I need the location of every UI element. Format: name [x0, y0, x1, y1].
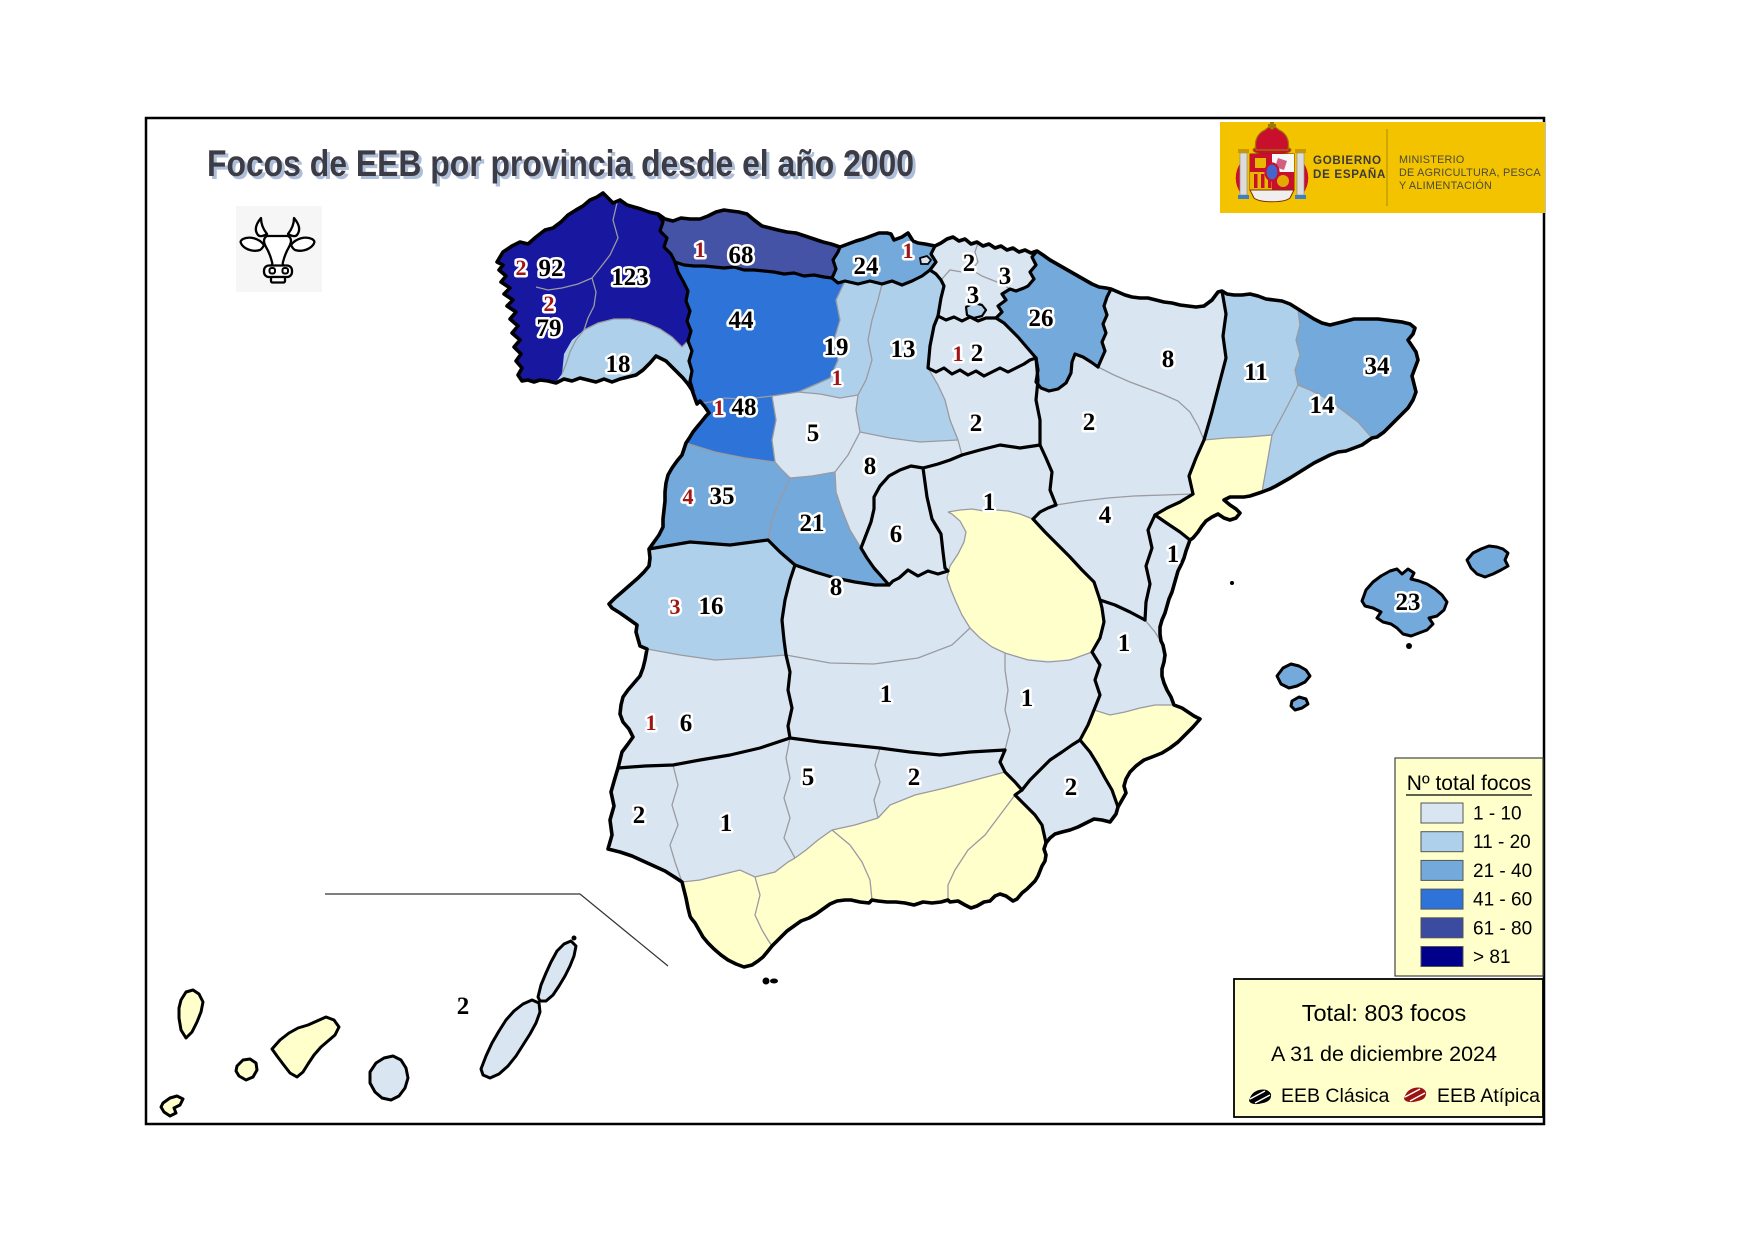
svg-text:1: 1 [953, 341, 964, 366]
svg-text:11: 11 [1244, 359, 1268, 386]
svg-text:1: 1 [714, 395, 725, 420]
svg-text:18: 18 [606, 351, 631, 378]
svg-text:Focos de EEB por provincia des: Focos de EEB por provincia desde el año … [210, 146, 917, 187]
svg-text:1: 1 [1167, 541, 1180, 568]
svg-text:EEB Atípica: EEB Atípica [1437, 1085, 1540, 1107]
svg-text:13: 13 [891, 336, 916, 363]
svg-text:1: 1 [720, 810, 733, 837]
svg-text:5: 5 [802, 764, 815, 791]
svg-text:24: 24 [854, 253, 880, 280]
svg-text:A 31 de diciembre 2024: A 31 de diciembre 2024 [1271, 1042, 1497, 1066]
svg-text:26: 26 [1029, 305, 1054, 332]
svg-text:92: 92 [539, 255, 564, 282]
svg-text:6: 6 [890, 521, 903, 548]
svg-text:Focos de EEB por provincia des: Focos de EEB por provincia desde el año … [207, 143, 914, 184]
svg-text:8: 8 [864, 453, 877, 480]
svg-text:3: 3 [670, 594, 681, 619]
svg-text:1: 1 [832, 365, 843, 390]
svg-text:11 - 20: 11 - 20 [1473, 832, 1531, 853]
svg-text:MINISTERIO: MINISTERIO [1399, 154, 1464, 166]
svg-text:2: 2 [457, 993, 470, 1020]
svg-text:8: 8 [1162, 346, 1175, 373]
svg-text:1: 1 [903, 238, 914, 263]
svg-text:44: 44 [729, 307, 755, 334]
svg-text:35: 35 [710, 483, 735, 510]
svg-text:3: 3 [967, 282, 980, 309]
svg-text:Y ALIMENTACIÓN: Y ALIMENTACIÓN [1399, 179, 1492, 192]
svg-text:34: 34 [1365, 353, 1391, 380]
svg-text:14: 14 [1310, 392, 1336, 419]
svg-text:4: 4 [683, 484, 694, 509]
svg-text:23: 23 [1396, 589, 1421, 616]
svg-text:Total: 803 focos: Total: 803 focos [1302, 1000, 1467, 1026]
svg-text:79: 79 [537, 315, 562, 342]
svg-text:41 - 60: 41 - 60 [1473, 890, 1532, 911]
svg-text:5: 5 [807, 420, 820, 447]
svg-text:2: 2 [633, 802, 646, 829]
svg-text:1 - 10: 1 - 10 [1473, 804, 1522, 825]
svg-text:Nº total focos: Nº total focos [1407, 772, 1531, 795]
svg-text:2: 2 [1083, 409, 1096, 436]
svg-text:2: 2 [963, 250, 976, 277]
svg-text:EEB Clásica: EEB Clásica [1281, 1085, 1390, 1107]
svg-text:2: 2 [516, 255, 527, 280]
svg-text:2: 2 [970, 410, 983, 437]
svg-text:2: 2 [1065, 774, 1078, 801]
svg-text:19: 19 [824, 334, 849, 361]
svg-text:1: 1 [983, 489, 996, 516]
svg-text:1: 1 [695, 237, 706, 262]
svg-text:> 81: > 81 [1473, 947, 1511, 968]
svg-text:61 - 80: 61 - 80 [1473, 918, 1532, 939]
svg-text:6: 6 [680, 710, 693, 737]
svg-text:GOBIERNO: GOBIERNO [1313, 154, 1382, 167]
svg-text:4: 4 [1099, 502, 1112, 529]
svg-text:3: 3 [999, 263, 1012, 290]
svg-text:21: 21 [800, 510, 825, 537]
svg-text:1: 1 [880, 681, 893, 708]
svg-text:21 - 40: 21 - 40 [1473, 861, 1532, 882]
svg-text:48: 48 [732, 394, 757, 421]
svg-text:2: 2 [971, 340, 984, 367]
svg-text:2: 2 [544, 291, 555, 316]
svg-text:DE ESPAÑA: DE ESPAÑA [1313, 168, 1386, 181]
svg-text:123: 123 [611, 264, 649, 291]
svg-text:16: 16 [699, 593, 724, 620]
svg-text:2: 2 [908, 764, 921, 791]
svg-text:1: 1 [1021, 685, 1034, 712]
svg-text:DE AGRICULTURA, PESCA: DE AGRICULTURA, PESCA [1399, 167, 1541, 179]
svg-text:68: 68 [729, 242, 754, 269]
svg-text:1: 1 [1118, 630, 1131, 657]
svg-text:8: 8 [830, 574, 843, 601]
svg-text:1: 1 [646, 710, 657, 735]
